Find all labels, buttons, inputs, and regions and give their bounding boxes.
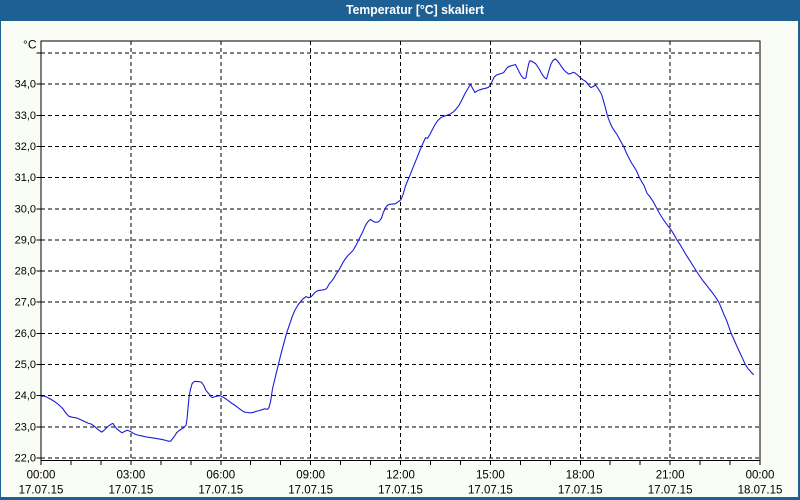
svg-text:°C: °C: [23, 38, 37, 52]
svg-text:12:00: 12:00: [386, 470, 415, 482]
svg-text:17.07.15: 17.07.15: [558, 485, 603, 497]
svg-text:18:00: 18:00: [566, 470, 595, 482]
svg-text:31,0: 31,0: [15, 172, 36, 184]
svg-text:32,0: 32,0: [15, 141, 36, 153]
svg-text:33,0: 33,0: [15, 110, 36, 122]
svg-text:17.07.15: 17.07.15: [19, 485, 64, 497]
svg-text:17.07.15: 17.07.15: [648, 485, 693, 497]
svg-text:00:00: 00:00: [27, 470, 56, 482]
svg-text:26,0: 26,0: [15, 328, 36, 340]
svg-text:25,0: 25,0: [15, 359, 36, 371]
svg-text:24,0: 24,0: [15, 390, 36, 402]
svg-text:34,0: 34,0: [15, 79, 36, 91]
svg-text:23,0: 23,0: [15, 421, 36, 433]
svg-text:17.07.15: 17.07.15: [468, 485, 513, 497]
svg-text:17.07.15: 17.07.15: [288, 485, 333, 497]
svg-text:17.07.15: 17.07.15: [378, 485, 423, 497]
svg-text:27,0: 27,0: [15, 297, 36, 309]
svg-text:Temperatur [°C] skaliert: Temperatur [°C] skaliert: [346, 2, 485, 17]
svg-text:15:00: 15:00: [476, 470, 505, 482]
svg-text:09:00: 09:00: [296, 470, 325, 482]
svg-text:22,0: 22,0: [15, 453, 36, 465]
svg-text:28,0: 28,0: [15, 266, 36, 278]
svg-text:21:00: 21:00: [656, 470, 685, 482]
svg-text:29,0: 29,0: [15, 234, 36, 246]
svg-text:06:00: 06:00: [206, 470, 235, 482]
svg-text:03:00: 03:00: [117, 470, 146, 482]
svg-text:30,0: 30,0: [15, 203, 36, 215]
svg-text:00:00: 00:00: [746, 470, 775, 482]
svg-text:17.07.15: 17.07.15: [109, 485, 154, 497]
svg-text:18.07.15: 18.07.15: [738, 485, 783, 497]
svg-text:17.07.15: 17.07.15: [198, 485, 243, 497]
